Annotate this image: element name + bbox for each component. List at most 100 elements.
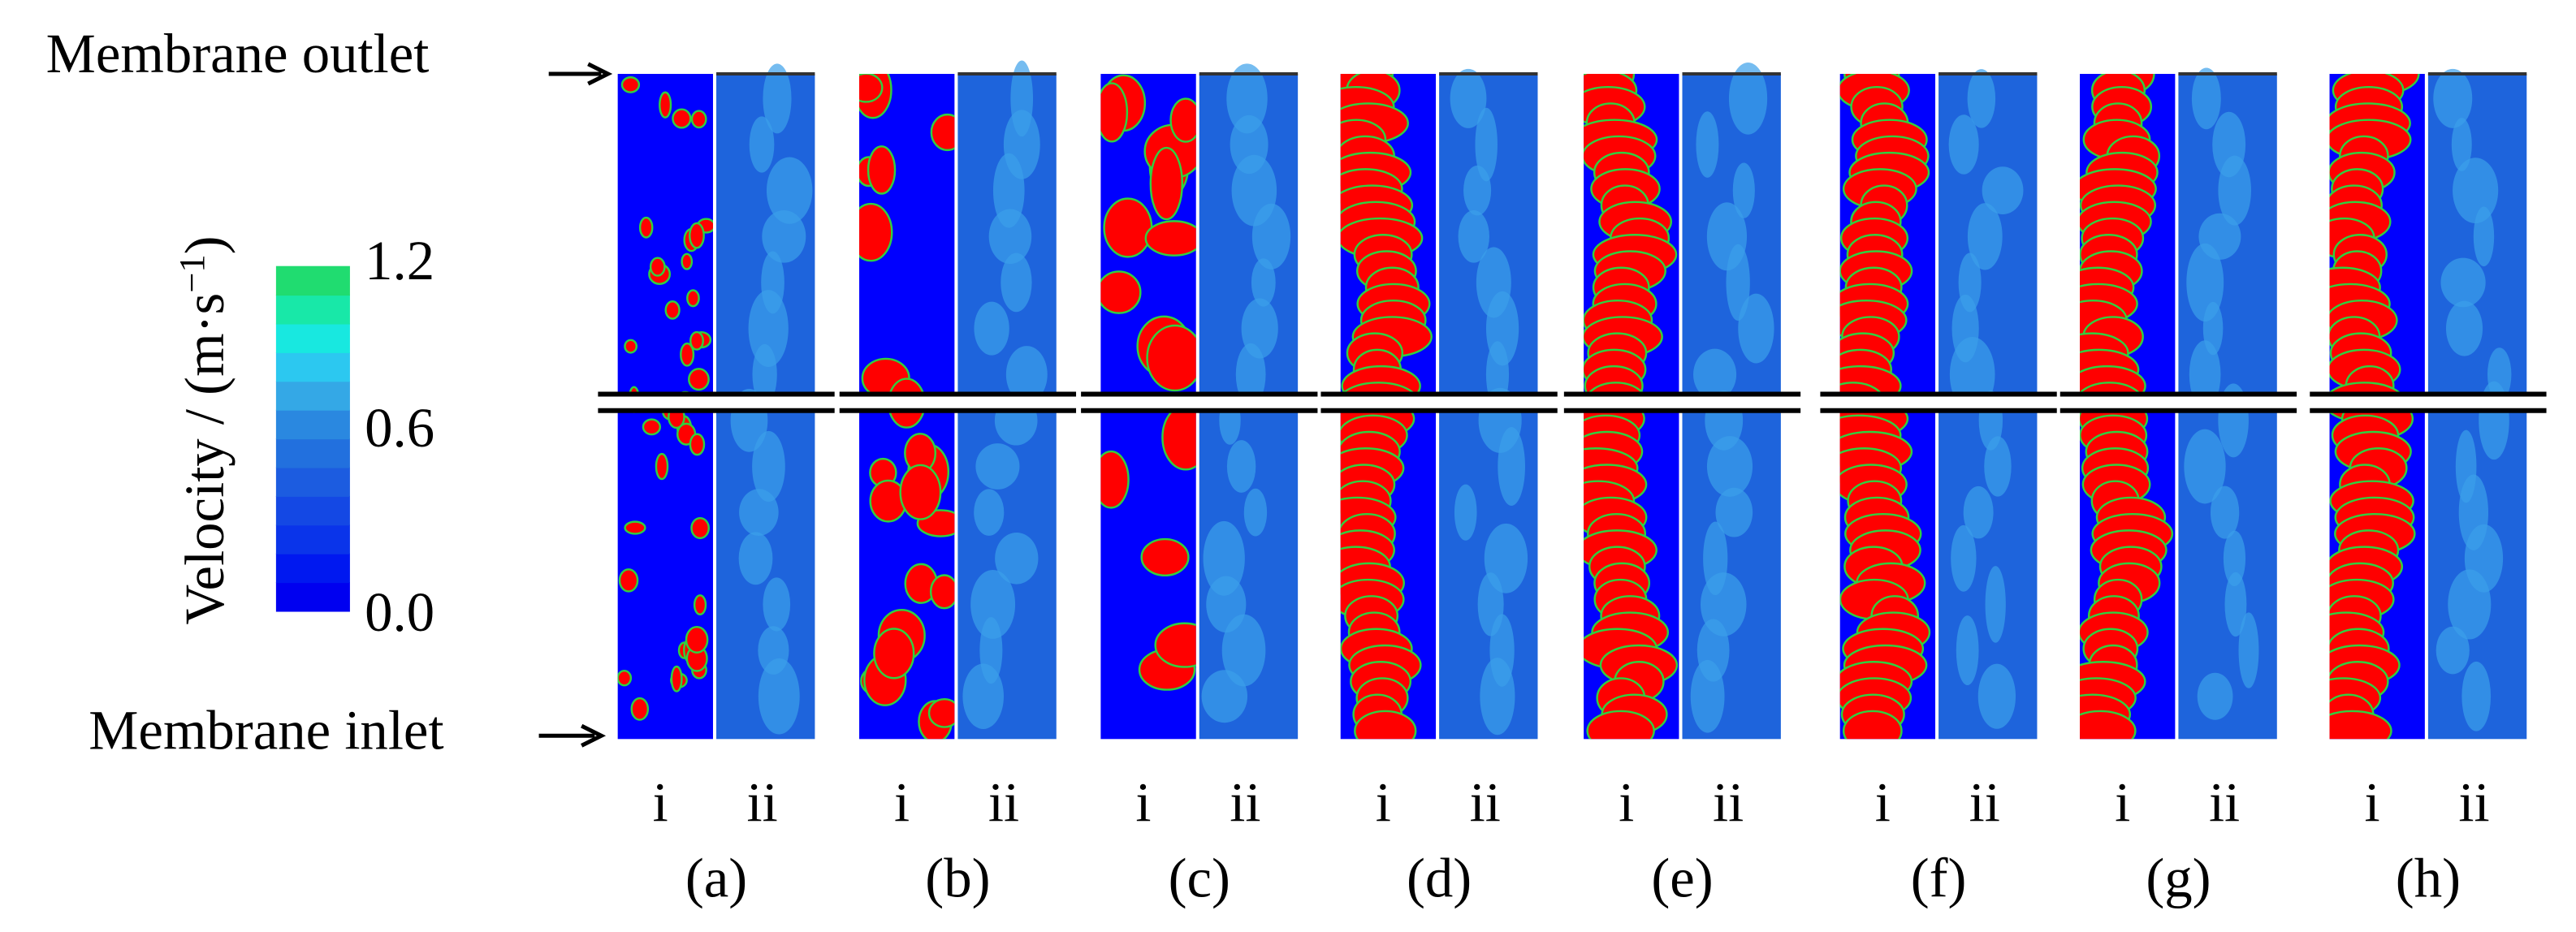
column-label: i — [1619, 771, 1634, 833]
gas-bubble — [642, 418, 662, 436]
column-label: ii — [1230, 771, 1260, 833]
gas-bubble — [649, 257, 666, 277]
gas-bubble — [630, 697, 650, 721]
panel-label: (g) — [2146, 848, 2211, 909]
velocity-streak — [1977, 663, 2016, 729]
velocity-streak — [1963, 485, 1994, 539]
colorbar-band — [275, 495, 350, 526]
velocity-streak — [2448, 569, 2492, 640]
gas-bubble — [685, 625, 709, 654]
bubbles — [617, 76, 713, 721]
velocity-streak — [758, 658, 800, 735]
gas-bubble — [859, 74, 884, 103]
velocity-streak — [962, 663, 1004, 730]
panel: i ii(a) — [598, 63, 835, 909]
colorbar-band — [275, 524, 350, 554]
velocity-streak — [1475, 107, 1498, 182]
gas-bubble — [929, 574, 955, 610]
velocity-streak — [1732, 162, 1755, 218]
panel: i ii(f) — [1820, 69, 2057, 909]
velocity-streak — [762, 209, 806, 263]
gas-bubble — [867, 145, 897, 195]
column-label: ii — [747, 771, 778, 833]
velocity-streak — [1450, 68, 1487, 128]
gas-bubble — [659, 91, 672, 119]
velocity-streak — [739, 489, 779, 536]
velocity-streak — [1690, 659, 1725, 733]
velocity-streak — [1463, 165, 1492, 216]
velocity-streak — [1226, 440, 1256, 493]
gas-bubble — [689, 330, 704, 351]
gas-bubble — [689, 433, 706, 456]
column-label: ii — [2209, 771, 2240, 833]
gas-bubble — [688, 368, 710, 391]
velocity-streak — [1706, 436, 1753, 497]
velocity-streak — [1005, 346, 1048, 403]
gas-bubble — [664, 300, 681, 320]
colorbar-band — [275, 381, 350, 411]
gas-bubble — [620, 76, 641, 93]
panel-label: (c) — [1169, 848, 1230, 909]
colorbar-band — [275, 553, 350, 584]
velocity-streak — [763, 63, 792, 134]
velocity-streak — [2445, 300, 2483, 356]
column-label: i — [1135, 771, 1151, 833]
break-gap — [1320, 394, 1558, 411]
panel-label: (d) — [1407, 848, 1472, 909]
velocity-streak — [1454, 484, 1477, 541]
gas-bubble — [690, 110, 707, 129]
velocity-streak — [1458, 209, 1489, 263]
gas-bubble — [1154, 622, 1196, 668]
column-label: i — [894, 771, 910, 833]
velocity-streak — [749, 116, 775, 173]
gas-bubble — [1586, 710, 1655, 740]
velocity-streak — [2238, 612, 2259, 688]
break-gap — [2060, 394, 2297, 411]
column-label: i — [1376, 771, 1391, 833]
velocity-streak — [1985, 566, 2006, 643]
inlet-arrow-head — [581, 723, 607, 748]
gas-bubble — [1100, 82, 1129, 143]
velocity-streak — [1226, 63, 1268, 134]
velocity-streak — [1201, 670, 1248, 723]
velocity-streak — [992, 153, 1025, 228]
gas-bubble — [1354, 710, 1417, 740]
velocity-streak — [2184, 429, 2226, 504]
column-label: ii — [988, 771, 1019, 833]
velocity-streak — [752, 430, 785, 503]
colorbar-band — [275, 467, 350, 497]
break-gap — [1563, 394, 1801, 411]
colorbar-tick-label: 1.2 — [365, 230, 434, 291]
outlet-label: Membrane outlet — [46, 23, 430, 84]
gas-bubble — [859, 202, 893, 262]
velocity-streak — [1498, 427, 1525, 506]
bubbles — [1100, 74, 1196, 691]
gas-bubble — [2080, 710, 2137, 740]
colorbar: 1.2 0.6 0.0 — [275, 230, 434, 643]
panel: i ii(b) — [839, 60, 1077, 909]
velocity-streak — [2461, 661, 2492, 731]
velocity-streak — [763, 577, 791, 632]
gas-bubble — [693, 594, 707, 616]
colorbar-tick-label: 0.6 — [365, 397, 434, 459]
panel: i ii(h) — [2310, 68, 2547, 909]
gas-bubble — [680, 342, 695, 367]
gas-bubble — [670, 665, 683, 693]
panel-label: (b) — [925, 848, 990, 909]
velocity-streak — [2218, 155, 2251, 226]
panel: i ii(d) — [1320, 68, 1558, 909]
velocity-streak — [1251, 258, 1276, 307]
break-gap — [2310, 394, 2547, 411]
velocity-streak — [1956, 615, 1979, 686]
gas-bubble — [624, 520, 646, 535]
velocity-streak — [1967, 203, 2003, 270]
gas-bubble — [1169, 97, 1196, 143]
bubbles — [1839, 74, 1931, 740]
panel-label: (a) — [685, 848, 747, 909]
gas-bubble — [1146, 324, 1196, 392]
velocity-streak — [2433, 68, 2473, 128]
velocity-streak — [1693, 348, 1737, 400]
colorbar-band — [275, 323, 350, 353]
panel-label: (f) — [1911, 848, 1967, 909]
